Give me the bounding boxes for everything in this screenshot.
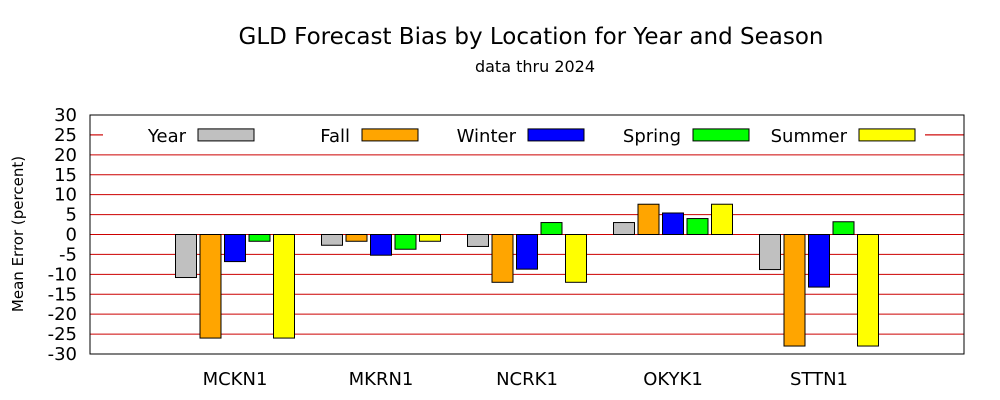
legend-swatch-spring xyxy=(692,128,750,142)
bar-summer-mckn1 xyxy=(273,234,295,339)
legend-swatch-winter xyxy=(527,128,585,142)
bar-winter-okyk1 xyxy=(662,212,684,236)
legend-swatch-fall xyxy=(361,128,419,142)
bar-summer-okyk1 xyxy=(711,203,733,236)
bar-summer-ncrk1 xyxy=(565,234,587,283)
y-tick-label: 15 xyxy=(54,165,77,186)
x-tick-label: NCRK1 xyxy=(496,369,558,390)
y-tick-label: 30 xyxy=(54,105,77,126)
legend: Year Fall Winter Spring Summer xyxy=(90,124,964,147)
x-tick-label: OKYK1 xyxy=(643,369,703,390)
x-tick-label: STTN1 xyxy=(790,369,848,390)
bar-fall-sttn1 xyxy=(783,234,806,347)
y-tick-label: 10 xyxy=(54,185,77,206)
y-tick-label: 5 xyxy=(66,205,77,226)
y-tick-label: 0 xyxy=(66,225,77,246)
legend-label-fall: Fall xyxy=(320,126,350,147)
x-tick-label: MCKN1 xyxy=(203,369,268,390)
legend-label-winter: Winter xyxy=(457,126,517,147)
legend-swatch-year xyxy=(197,128,255,142)
bar-year-ncrk1 xyxy=(467,234,489,247)
y-tick-label: -15 xyxy=(48,284,77,305)
bar-spring-sttn1 xyxy=(832,221,855,235)
bar-year-mckn1 xyxy=(175,234,197,279)
bar-fall-mkrn1 xyxy=(345,234,368,242)
bar-spring-mckn1 xyxy=(248,234,271,242)
plot-frame xyxy=(89,114,965,355)
chart-subtitle: data thru 2024 xyxy=(475,57,595,76)
y-tick-label: -5 xyxy=(59,244,77,265)
y-tick-label: -25 xyxy=(48,324,77,345)
legend-label-spring: Spring xyxy=(623,126,681,147)
y-tick-label: -30 xyxy=(48,344,77,365)
bar-winter-sttn1 xyxy=(808,234,830,288)
y-tick-label: 20 xyxy=(54,145,77,166)
bar-spring-ncrk1 xyxy=(540,222,563,236)
bar-summer-mkrn1 xyxy=(419,234,441,242)
y-tick-label: -20 xyxy=(48,304,77,325)
bar-fall-okyk1 xyxy=(637,203,660,236)
y-tick-label: 25 xyxy=(54,125,77,146)
y-axis-label: Mean Error (percent) xyxy=(9,156,27,312)
bar-fall-ncrk1 xyxy=(491,234,514,283)
bar-year-mkrn1 xyxy=(321,234,343,246)
chart-title: GLD Forecast Bias by Location for Year a… xyxy=(239,24,824,50)
bar-year-okyk1 xyxy=(613,222,635,236)
bar-spring-okyk1 xyxy=(686,218,709,235)
bar-winter-ncrk1 xyxy=(516,234,538,270)
bar-winter-mkrn1 xyxy=(370,234,392,256)
legend-label-year: Year xyxy=(147,126,187,147)
bar-year-sttn1 xyxy=(759,234,781,271)
bar-winter-mckn1 xyxy=(224,234,246,263)
y-tick-label: -10 xyxy=(48,264,77,285)
bar-fall-mckn1 xyxy=(199,234,222,339)
bars xyxy=(175,203,879,347)
bar-summer-sttn1 xyxy=(857,234,879,347)
legend-label-summer: Summer xyxy=(771,126,848,147)
x-tick-label: MKRN1 xyxy=(349,369,414,390)
legend-swatch-summer xyxy=(858,128,916,142)
bar-spring-mkrn1 xyxy=(394,234,417,250)
